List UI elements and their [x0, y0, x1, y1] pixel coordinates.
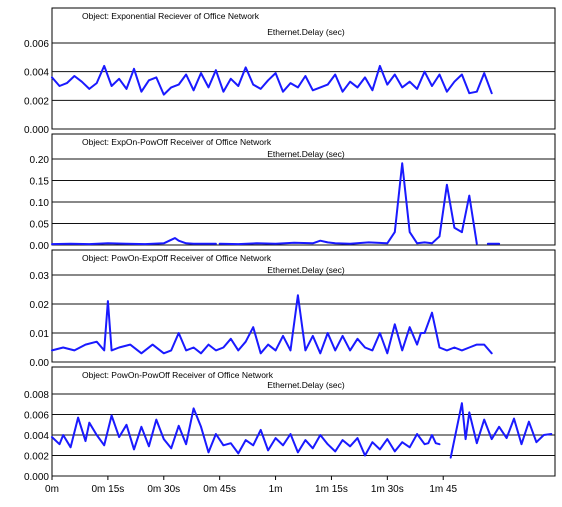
- y-tick-label: 0.006: [24, 39, 49, 50]
- y-tick-label: 0.000: [24, 472, 49, 483]
- x-tick-label: 1m 45: [429, 484, 457, 495]
- x-tick-label: 0m 30s: [147, 484, 180, 495]
- series-line: [218, 162, 463, 246]
- x-tick-label: 0m: [45, 484, 59, 495]
- y-tick-label: 0.02: [30, 300, 50, 311]
- x-tick-label: 0m 15s: [91, 484, 124, 495]
- panel-subtitle: Ethernet.Delay (sec): [267, 380, 345, 390]
- panel-title: Object: Exponential Reciever of Office N…: [82, 11, 260, 21]
- y-tick-label: 0.15: [30, 177, 50, 188]
- panel-title: Object: PowOn-PowOff Receiver of Office …: [82, 370, 274, 380]
- series-line: [449, 402, 553, 459]
- y-tick-label: 0.000: [24, 125, 49, 136]
- y-tick-label: 0.00: [30, 241, 50, 252]
- x-tick-label: 0m 45s: [203, 484, 236, 495]
- x-tick-label: 1m 15s: [315, 484, 348, 495]
- y-tick-label: 0.05: [30, 220, 50, 231]
- y-tick-label: 0.03: [30, 271, 50, 282]
- panel-subtitle: Ethernet.Delay (sec): [267, 27, 345, 37]
- panel-title: Object: ExpOn-PowOff Receiver of Office …: [82, 137, 272, 147]
- panel-subtitle: Ethernet.Delay (sec): [267, 265, 345, 275]
- y-tick-label: 0.20: [30, 155, 50, 166]
- chart-panel-2: 0.00 0.05 0.10 0.15 0.20 Object: ExpOn-PowOff…: [30, 133, 556, 252]
- panel-frame: [51, 133, 556, 246]
- series-line: [51, 237, 217, 246]
- x-tick-label: 1m: [269, 484, 283, 495]
- y-tick-label: 0.00: [30, 358, 50, 369]
- panel-title: Object: PowOn-ExpOff Receiver of Office …: [82, 253, 272, 263]
- y-tick-label: 0.006: [24, 411, 49, 422]
- y-tick-label: 0.10: [30, 198, 50, 209]
- y-tick-label: 0.008: [24, 390, 49, 401]
- y-tick-label: 0.002: [24, 96, 49, 107]
- x-tick-label: 1m 30s: [371, 484, 404, 495]
- series-line: [51, 294, 493, 355]
- y-tick-label: 0.004: [24, 431, 49, 442]
- chart-panel-4: 0.000 0.002 0.004 0.006 0.008 Object: PowOn-P…: [24, 366, 556, 495]
- y-tick-label: 0.01: [30, 329, 50, 340]
- series-line: [460, 194, 478, 245]
- y-tick-label: 0.004: [24, 68, 49, 79]
- series-line: [51, 407, 441, 457]
- panel-subtitle: Ethernet.Delay (sec): [267, 149, 345, 159]
- y-tick-label: 0.002: [24, 452, 49, 463]
- series-line: [51, 64, 493, 96]
- panel-frame: [51, 7, 556, 130]
- chart-panel-3: 0.00 0.01 0.02 0.03 Object: PowOn-ExpOff Rec…: [30, 249, 556, 369]
- chart-panel-1: 0.000 0.002 0.004 0.006 Object: Exponential …: [24, 7, 556, 136]
